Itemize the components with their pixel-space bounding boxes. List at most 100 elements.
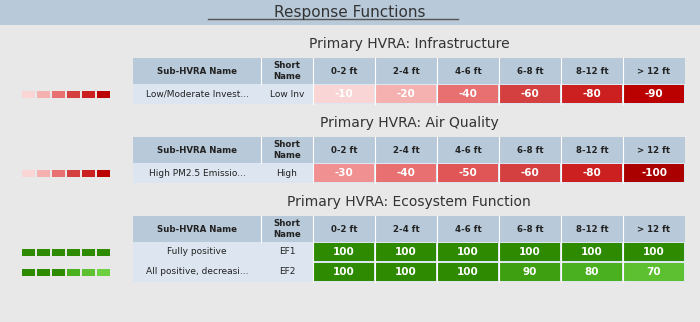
Text: Short
Name: Short Name <box>273 219 301 239</box>
Bar <box>438 243 498 261</box>
Text: EF1: EF1 <box>279 248 295 257</box>
Bar <box>562 263 622 281</box>
Bar <box>562 164 622 182</box>
Bar <box>97 249 110 255</box>
Text: 8-12 ft: 8-12 ft <box>575 224 608 233</box>
Bar <box>500 243 560 261</box>
Text: -80: -80 <box>582 89 601 99</box>
Text: 90: 90 <box>523 267 537 277</box>
Bar <box>82 249 95 255</box>
Bar <box>67 90 80 98</box>
Bar <box>82 169 95 176</box>
Text: 100: 100 <box>457 267 479 277</box>
Bar <box>376 164 436 182</box>
Text: Primary HVRA: Infrastructure: Primary HVRA: Infrastructure <box>309 37 510 51</box>
Bar <box>500 85 560 103</box>
Text: Primary HVRA: Air Quality: Primary HVRA: Air Quality <box>320 116 498 130</box>
Text: Fully positive: Fully positive <box>167 248 227 257</box>
Bar <box>52 169 65 176</box>
Text: > 12 ft: > 12 ft <box>638 224 671 233</box>
Text: 100: 100 <box>333 267 355 277</box>
Bar <box>133 84 685 104</box>
Text: 4-6 ft: 4-6 ft <box>454 224 482 233</box>
Bar <box>133 262 685 282</box>
Text: Sub-HVRA Name: Sub-HVRA Name <box>157 146 237 155</box>
Bar <box>67 169 80 176</box>
Text: Primary HVRA: Ecosystem Function: Primary HVRA: Ecosystem Function <box>287 195 531 209</box>
Text: Low/Moderate Invest...: Low/Moderate Invest... <box>146 90 248 99</box>
Text: 8-12 ft: 8-12 ft <box>575 67 608 75</box>
Bar <box>438 85 498 103</box>
Text: -10: -10 <box>335 89 354 99</box>
Text: High PM2.5 Emissio...: High PM2.5 Emissio... <box>148 168 246 177</box>
Text: Sub-HVRA Name: Sub-HVRA Name <box>157 224 237 233</box>
Text: -30: -30 <box>335 168 354 178</box>
Text: Short
Name: Short Name <box>273 61 301 81</box>
Bar <box>37 269 50 276</box>
Bar <box>133 242 685 262</box>
Text: 2-4 ft: 2-4 ft <box>393 67 419 75</box>
Bar <box>37 90 50 98</box>
Text: 100: 100 <box>395 267 417 277</box>
Bar <box>52 90 65 98</box>
Bar <box>67 249 80 255</box>
Text: 4-6 ft: 4-6 ft <box>454 67 482 75</box>
Text: Short
Name: Short Name <box>273 140 301 160</box>
Text: 100: 100 <box>457 247 479 257</box>
Text: 8-12 ft: 8-12 ft <box>575 146 608 155</box>
Bar <box>376 243 436 261</box>
Text: 0-2 ft: 0-2 ft <box>330 224 357 233</box>
Text: 100: 100 <box>333 247 355 257</box>
Text: 80: 80 <box>584 267 599 277</box>
Text: All positive, decreasi...: All positive, decreasi... <box>146 268 248 277</box>
Text: -60: -60 <box>521 89 540 99</box>
Text: 2-4 ft: 2-4 ft <box>393 224 419 233</box>
Bar <box>314 263 374 281</box>
Text: 100: 100 <box>581 247 603 257</box>
Bar <box>133 137 685 163</box>
Bar <box>133 216 685 242</box>
Bar <box>624 85 684 103</box>
Text: -40: -40 <box>458 89 477 99</box>
Bar <box>624 263 684 281</box>
Bar <box>376 85 436 103</box>
Text: 6-8 ft: 6-8 ft <box>517 224 543 233</box>
Bar <box>97 269 110 276</box>
Bar <box>22 169 35 176</box>
Bar <box>82 90 95 98</box>
Text: 100: 100 <box>643 247 665 257</box>
Bar <box>438 164 498 182</box>
Text: -20: -20 <box>397 89 415 99</box>
Bar <box>500 164 560 182</box>
Bar <box>97 90 110 98</box>
Bar <box>97 169 110 176</box>
Text: 0-2 ft: 0-2 ft <box>330 146 357 155</box>
Bar <box>67 269 80 276</box>
Text: 100: 100 <box>519 247 541 257</box>
Text: Response Functions: Response Functions <box>274 5 426 20</box>
Bar <box>562 243 622 261</box>
Text: Low Inv: Low Inv <box>270 90 304 99</box>
Bar <box>22 269 35 276</box>
Text: 4-6 ft: 4-6 ft <box>454 146 482 155</box>
Bar <box>37 249 50 255</box>
Text: 70: 70 <box>647 267 662 277</box>
Bar <box>133 58 685 84</box>
Text: > 12 ft: > 12 ft <box>638 67 671 75</box>
Bar <box>624 164 684 182</box>
Text: 0-2 ft: 0-2 ft <box>330 67 357 75</box>
Bar <box>314 85 374 103</box>
Text: > 12 ft: > 12 ft <box>638 146 671 155</box>
Text: -80: -80 <box>582 168 601 178</box>
Text: 2-4 ft: 2-4 ft <box>393 146 419 155</box>
Bar <box>22 249 35 255</box>
Text: -40: -40 <box>397 168 415 178</box>
Text: -90: -90 <box>645 89 664 99</box>
Bar <box>562 85 622 103</box>
Bar <box>438 263 498 281</box>
Bar <box>37 169 50 176</box>
Bar <box>133 163 685 183</box>
Text: 100: 100 <box>395 247 417 257</box>
Bar <box>52 269 65 276</box>
Text: -60: -60 <box>521 168 540 178</box>
